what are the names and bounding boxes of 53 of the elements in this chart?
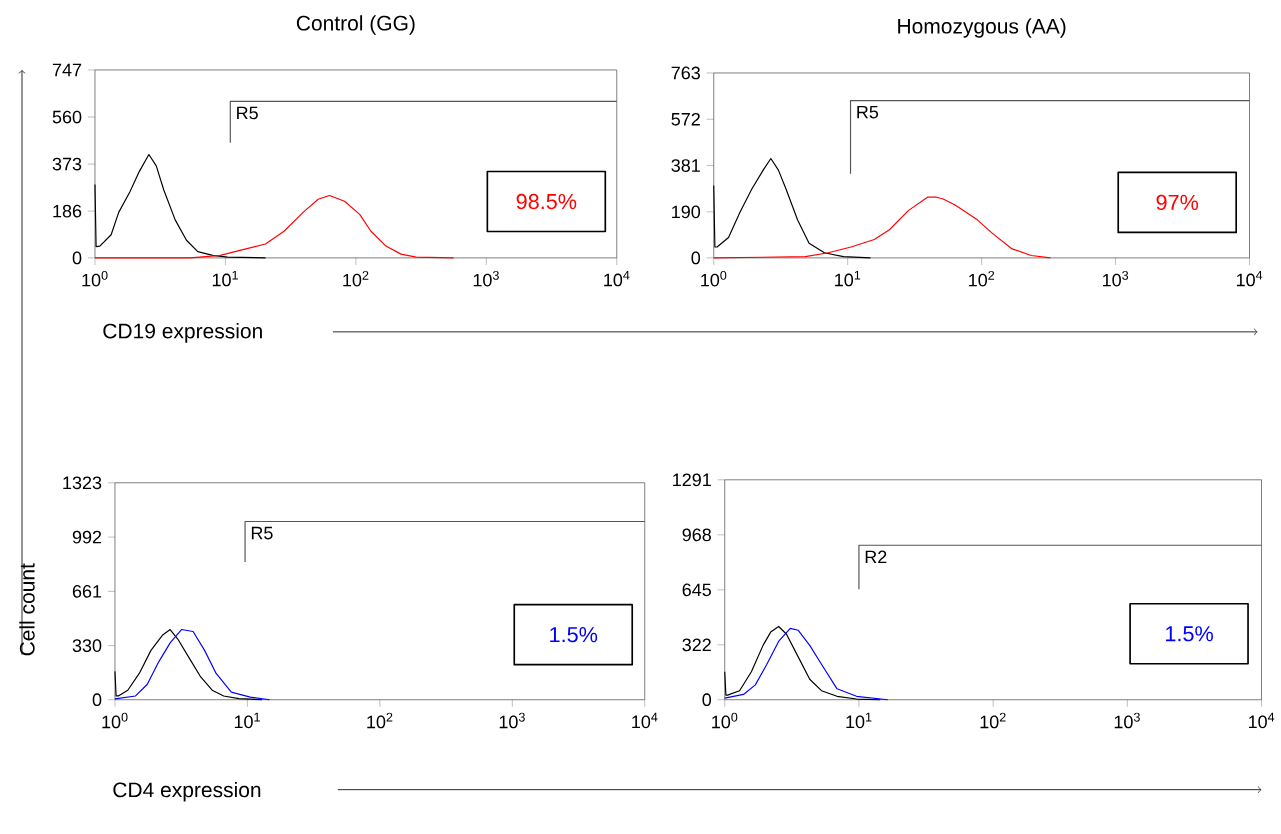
annotation: 1.5% <box>1166 626 1213 642</box>
y-tick-label: 330 <box>72 639 102 653</box>
y-tick-label: 661 <box>72 585 102 598</box>
annotation: R2 <box>865 550 887 564</box>
x-tick-label: 10$^{3}$ <box>499 712 525 729</box>
y-tick-label: 381 <box>671 159 700 173</box>
x-tick-label: 10$^{0}$ <box>102 712 128 729</box>
y-tick-label: 763 <box>671 66 700 80</box>
x-tick-label: 10$^{1}$ <box>835 271 861 287</box>
annotation: 98.5% <box>516 193 577 210</box>
x-tick-label: 10$^{1}$ <box>234 712 260 729</box>
x-tick-label: 10$^{1}$ <box>212 271 238 287</box>
x-tick-label: 10$^{4}$ <box>632 712 658 729</box>
y-axis-title: Cell count <box>19 563 35 656</box>
x-axis-title: CD4 expression <box>113 782 261 802</box>
y-tick-label: 0 <box>691 251 701 265</box>
x-tick-label: 10$^{0}$ <box>82 271 108 287</box>
y-tick-label: 0 <box>72 251 82 265</box>
annotation: R5 <box>237 106 258 120</box>
x-axis-title: CD19 expression <box>103 323 262 343</box>
annotation: R5 <box>251 526 273 540</box>
y-tick-label: 186 <box>53 204 82 218</box>
x-tick-label: 10$^{3}$ <box>473 271 499 287</box>
y-tick-label: 645 <box>682 583 711 597</box>
chart-title: Homozygous (AA) <box>898 18 1066 38</box>
x-tick-label: 10$^{4}$ <box>1236 271 1263 287</box>
y-tick-label: 190 <box>672 205 701 219</box>
x-tick-label: 10$^{4}$ <box>1248 712 1275 729</box>
y-tick-label: 560 <box>52 110 82 124</box>
x-tick-label: 10$^{3}$ <box>1114 712 1140 729</box>
x-tick-label: 10$^{2}$ <box>969 271 995 287</box>
x-tick-label: 10$^{2}$ <box>980 712 1006 729</box>
y-tick-label: 0 <box>702 693 712 707</box>
annotation: 97% <box>1156 194 1199 211</box>
y-tick-label: 747 <box>52 63 82 77</box>
chart-title: Control (GG) <box>296 15 415 35</box>
annotation: 1.5% <box>550 627 598 643</box>
x-tick-label: 10$^{0}$ <box>712 712 738 729</box>
y-tick-label: 0 <box>92 693 102 707</box>
x-tick-label: 10$^{3}$ <box>1103 271 1129 287</box>
x-tick-label: 10$^{2}$ <box>343 271 369 287</box>
y-tick-label: 322 <box>682 638 711 652</box>
x-tick-label: 10$^{4}$ <box>604 271 630 287</box>
y-tick-label: 992 <box>72 530 102 544</box>
annotation: R5 <box>857 106 879 119</box>
y-tick-label: 1323 <box>63 476 102 490</box>
y-tick-label: 572 <box>671 113 700 126</box>
y-tick-label: 373 <box>52 157 82 171</box>
x-tick-label: 10$^{2}$ <box>367 712 393 729</box>
y-tick-label: 1291 <box>673 473 711 487</box>
x-tick-label: 10$^{0}$ <box>701 271 727 287</box>
y-tick-label: 968 <box>682 528 711 542</box>
x-tick-label: 10$^{1}$ <box>846 712 872 729</box>
